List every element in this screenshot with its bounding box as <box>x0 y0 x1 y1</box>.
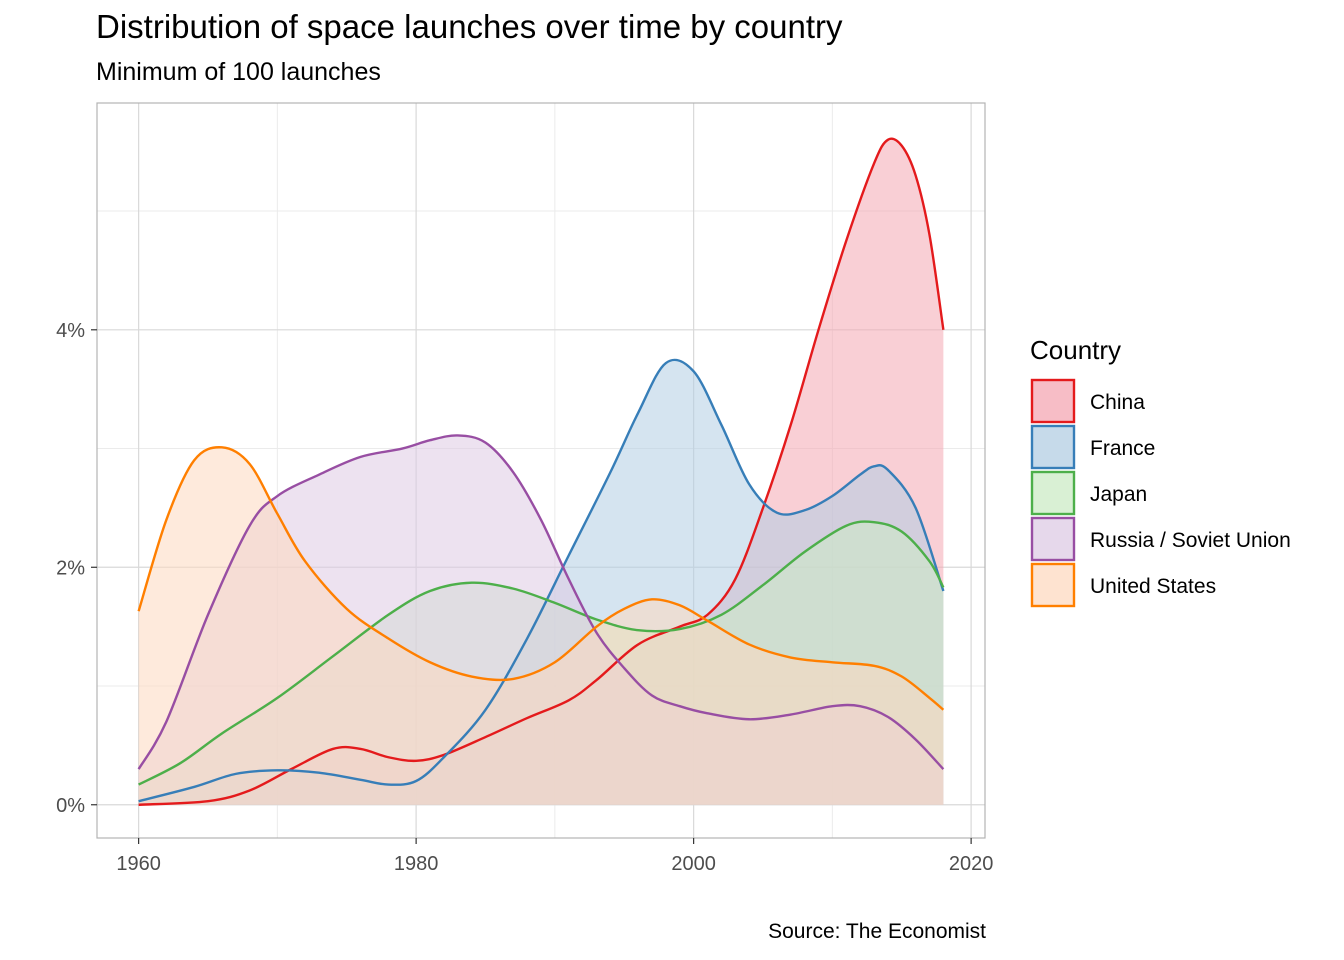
density-area-united-states <box>138 447 944 805</box>
y-tick-label: 2% <box>56 557 85 579</box>
legend-label: France <box>1090 437 1155 460</box>
legend: Country China France Japan Russia / Soviet … <box>1030 335 1291 608</box>
legend-title: Country <box>1030 335 1121 365</box>
density-areas <box>138 138 944 805</box>
y-tick-label: 0% <box>56 795 85 817</box>
legend-key <box>1030 516 1076 562</box>
legend-label: Japan <box>1090 483 1147 506</box>
density-line-france <box>138 358 945 803</box>
y-tick-label: 4% <box>56 320 85 342</box>
chart-subtitle: Minimum of 100 launches <box>96 58 381 86</box>
density-line-united-states <box>137 446 945 711</box>
density-lines <box>137 137 945 806</box>
density-line-japan <box>138 520 945 786</box>
legend-label: United States <box>1090 575 1216 598</box>
x-tick-label: 1980 <box>394 853 439 875</box>
x-axis: 1960 1980 2000 2020 <box>116 838 993 875</box>
plot-panel-border <box>96 102 986 839</box>
legend-label: Russia / Soviet Union <box>1090 529 1291 552</box>
legend-key <box>1030 470 1076 516</box>
legend-key <box>1030 562 1076 608</box>
density-line-russia-soviet-union <box>137 434 945 770</box>
x-tick-label: 1960 <box>116 853 161 875</box>
x-tick-label: 2020 <box>949 853 994 875</box>
legend-key <box>1030 378 1076 424</box>
legend-label: China <box>1090 391 1145 414</box>
density-line-china <box>138 137 945 806</box>
chart-caption: Source: The Economist <box>768 920 986 943</box>
legend-key <box>1030 424 1076 470</box>
x-tick-label: 2000 <box>671 853 716 875</box>
y-axis: 0% 2% 4% <box>56 320 97 817</box>
chart-title: Distribution of space launches over time… <box>96 8 843 45</box>
